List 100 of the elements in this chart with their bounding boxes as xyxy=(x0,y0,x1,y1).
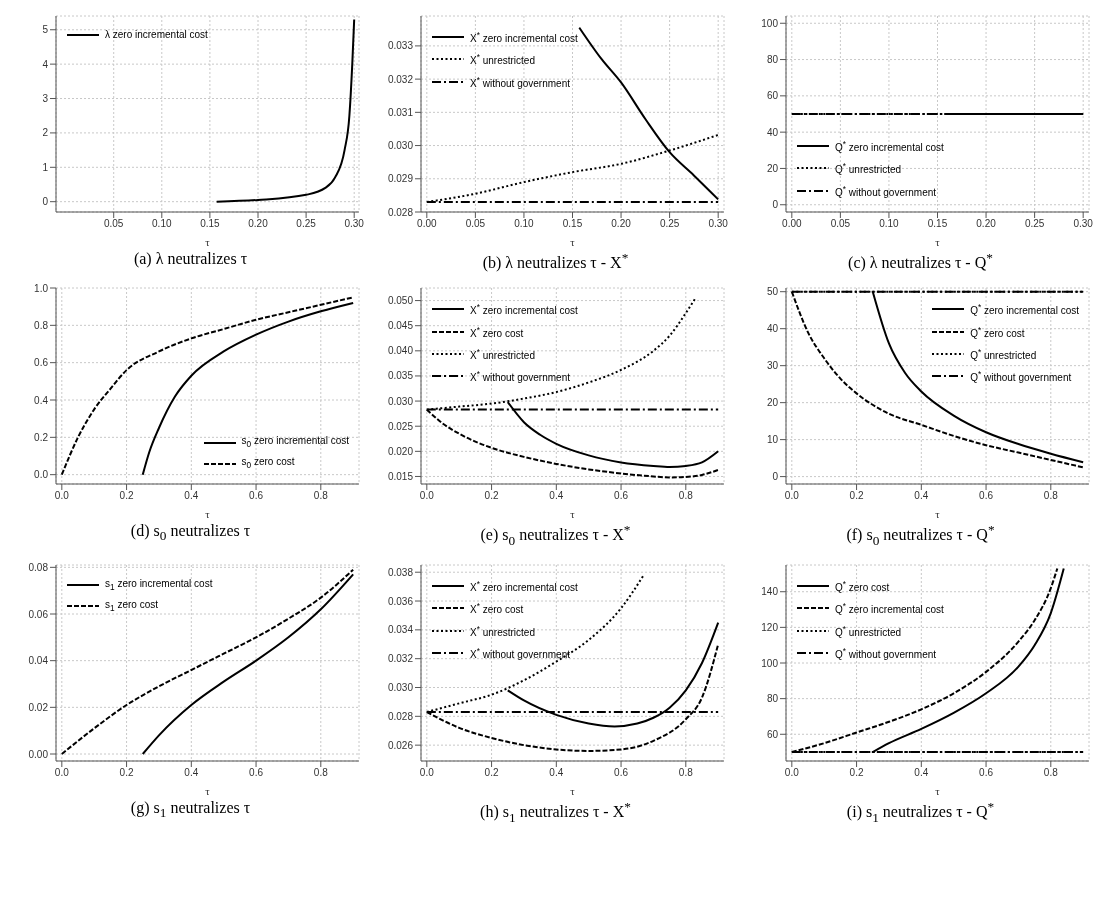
x-axis-title: τ xyxy=(570,236,576,248)
y-tick-label: 0.038 xyxy=(387,566,414,578)
x-tick-label: 0.0 xyxy=(419,490,435,502)
legend-label: λ zero incremental cost xyxy=(105,28,208,42)
y-tick-label: 50 xyxy=(766,286,779,298)
y-tick-label: 0.2 xyxy=(34,432,49,444)
y-tick-label: 0.050 xyxy=(387,295,414,307)
legend-label: X$^{*}$ zero incremental cost xyxy=(470,301,578,319)
x-tick-label: 0.2 xyxy=(484,766,499,778)
y-tick-label: 0.040 xyxy=(387,345,414,357)
x-tick-label: 0.05 xyxy=(103,218,124,230)
y-tick-label: 0.030 xyxy=(387,395,414,407)
x-axis-title: τ xyxy=(570,508,576,521)
legend-label: X$^{*}$ unrestricted xyxy=(470,51,535,69)
x-tick-label: 0.25 xyxy=(659,218,680,230)
x-tick-label: 0.6 xyxy=(249,766,264,778)
y-tick-label: 0.04 xyxy=(28,655,49,667)
x-tick-label: 0.2 xyxy=(849,490,864,502)
x-tick-label: 0.05 xyxy=(830,218,851,230)
x-tick-label: 0.8 xyxy=(1043,766,1059,778)
x-tick-label: 0.20 xyxy=(611,218,632,230)
x-tick-label: 0.4 xyxy=(184,766,199,778)
legend-label: Q$^{*}$ zero incremental cost xyxy=(970,301,1079,319)
x-tick-label: 0.15 xyxy=(562,218,583,230)
y-tick-label: 1.0 xyxy=(34,282,49,294)
text: (c) λ neutralizes τ - Q$^{*}$ xyxy=(847,250,994,273)
legend-label: X$^{*}$ without government xyxy=(470,644,570,663)
y-tick-label: 0.028 xyxy=(387,206,414,218)
y-tick-label: 0.036 xyxy=(387,595,414,607)
x-tick-label: 0.6 xyxy=(979,766,994,778)
x-tick-label: 0.00 xyxy=(782,218,802,230)
y-tick-label: 60 xyxy=(766,90,779,102)
x-tick-label: 0.0 xyxy=(419,766,435,778)
text: (f) s$_{0}$ neutralizes τ - Q$^{*}$ xyxy=(845,522,996,549)
y-tick-label: 0.00 xyxy=(28,748,49,760)
text: (d) s$_{0}$ neutralizes τ xyxy=(129,522,252,545)
x-tick-label: 0.4 xyxy=(914,490,929,502)
x-tick-label: 0.2 xyxy=(119,766,134,778)
y-tick-label: 1 xyxy=(42,161,49,173)
y-tick-label: 40 xyxy=(766,323,779,335)
x-tick-label: 0.0 xyxy=(54,490,70,502)
x-axis-title: τ xyxy=(205,236,211,248)
legend-label: Q$^{*}$ zero incremental cost xyxy=(835,138,944,156)
y-tick-label: 0.032 xyxy=(387,73,414,85)
x-tick-label: 0.4 xyxy=(549,490,564,502)
x-tick-label: 0.8 xyxy=(1043,490,1059,502)
x-tick-label: 0.2 xyxy=(484,490,499,502)
y-tick-label: 0.034 xyxy=(387,624,414,636)
x-tick-label: 0.05 xyxy=(465,218,486,230)
y-tick-label: 0.026 xyxy=(387,739,414,751)
legend-label: X$^{*}$ zero cost xyxy=(470,600,524,618)
x-tick-label: 0.4 xyxy=(549,766,564,778)
text: (a) λ neutralizes τ xyxy=(132,250,249,268)
x-axis-title: τ xyxy=(205,784,211,797)
y-tick-label: 0.035 xyxy=(387,370,414,382)
x-tick-label: 0.8 xyxy=(678,766,694,778)
x-tick-label: 0.30 xyxy=(708,218,729,230)
legend-label: X$^{*}$ zero incremental cost xyxy=(470,577,578,596)
legend-label: Q$^{*}$ unrestricted xyxy=(970,346,1037,364)
legend-label: X$^{*}$ without government xyxy=(470,73,570,91)
x-tick-label: 0.0 xyxy=(54,766,70,778)
legend-label: X$^{*}$ zero cost xyxy=(470,323,524,341)
x-tick-label: 0.30 xyxy=(344,218,365,230)
x-axis-title: τ xyxy=(935,236,941,248)
y-tick-label: 20 xyxy=(766,397,779,409)
legend-label: X$^{*}$ unrestricted xyxy=(470,622,535,640)
y-tick-label: 0.015 xyxy=(387,471,414,483)
x-tick-label: 0.6 xyxy=(249,490,264,502)
text: (b) λ neutralizes τ - X$^{*}$ xyxy=(481,250,630,273)
x-axis-title: τ xyxy=(570,784,576,797)
y-tick-label: 3 xyxy=(42,93,49,105)
legend-label: s$_{1}$ zero incremental cost xyxy=(105,576,213,594)
legend-label: Q$^{*}$ unrestricted xyxy=(835,622,902,640)
y-tick-label: 0.029 xyxy=(387,173,414,185)
legend-label: Q$^{*}$ zero cost xyxy=(970,323,1025,341)
y-tick-label: 0.6 xyxy=(34,357,49,369)
y-tick-label: 5 xyxy=(42,24,49,36)
y-tick-label: 0.031 xyxy=(387,106,414,118)
x-tick-label: 0.30 xyxy=(1073,218,1094,230)
x-tick-label: 0.6 xyxy=(614,490,629,502)
y-tick-label: 0 xyxy=(772,199,779,211)
y-tick-label: 2 xyxy=(42,127,49,139)
legend-label: Q$^{*}$ zero incremental cost xyxy=(835,600,944,618)
x-tick-label: 0.10 xyxy=(879,218,900,230)
y-tick-label: 120 xyxy=(761,621,779,633)
y-tick-label: 0.028 xyxy=(387,710,414,722)
legend-label: s$_{0}$ zero cost xyxy=(241,455,295,473)
x-tick-label: 0.25 xyxy=(296,218,317,230)
x-tick-label: 0.4 xyxy=(184,490,199,502)
x-tick-label: 0.15 xyxy=(200,218,221,230)
y-tick-label: 100 xyxy=(761,657,779,669)
x-axis-title: τ xyxy=(935,784,941,797)
x-tick-label: 0.10 xyxy=(514,218,535,230)
x-tick-label: 0.2 xyxy=(119,490,134,502)
y-tick-label: 140 xyxy=(761,586,779,598)
x-tick-label: 0.10 xyxy=(152,218,172,230)
y-tick-label: 0.045 xyxy=(387,320,414,332)
legend-label: Q$^{*}$ without government xyxy=(835,182,937,200)
y-tick-label: 0.08 xyxy=(28,561,49,573)
y-tick-label: 0 xyxy=(42,196,49,208)
